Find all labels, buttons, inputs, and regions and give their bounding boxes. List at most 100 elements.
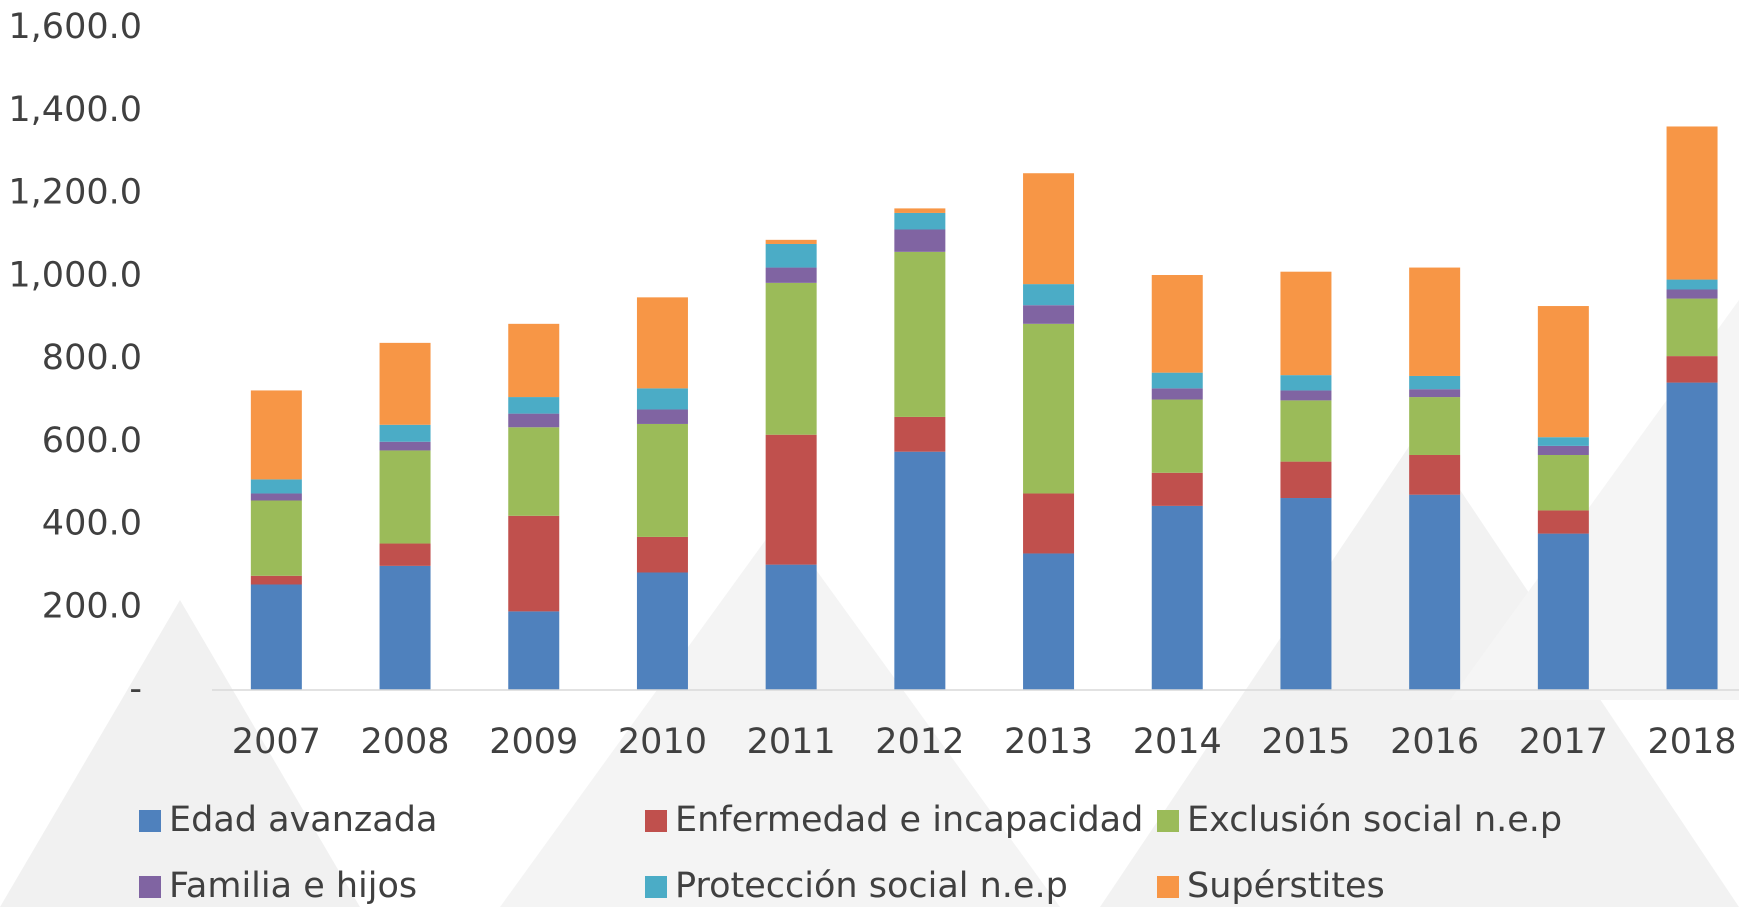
bar-segment [1409,494,1461,690]
bar-segment [636,536,688,573]
legend-label: Supérstites [1187,866,1385,906]
bar-segment [1666,126,1718,280]
legend-label: Exclusión social n.e.p [1187,800,1562,840]
legend-label: Enfermedad e incapacidad [675,800,1143,840]
bar-segment [765,564,817,690]
bar-segment [894,451,946,690]
bar-segment [765,434,817,565]
bar-segment [1537,510,1589,534]
bar-segment [1409,397,1461,455]
bar-segment [765,243,817,268]
bar-segment [1023,553,1075,690]
background-triangle [500,520,1060,907]
bar-segment [250,584,302,690]
y-tick-label: 200.0 [42,586,142,626]
bar-segment [250,479,302,494]
x-tick-label: 2007 [232,722,321,762]
bar-segment [1151,275,1203,373]
bar-segment [1151,505,1203,690]
bar-segment [379,441,431,451]
bar-segment [379,424,431,442]
bar-segment [1151,399,1203,473]
x-tick-label: 2018 [1648,722,1737,762]
bar-segment [765,239,817,244]
bar-segment [1537,454,1589,511]
bar-segment [1537,437,1589,446]
bar-segment [250,575,302,585]
bar-segment [636,409,688,424]
bar-segment [379,543,431,566]
y-tick-label: 1,600.0 [8,7,142,47]
bar-segment [508,427,560,516]
x-tick-label: 2016 [1390,722,1479,762]
bar-segment [379,565,431,690]
bar-segment [250,390,302,480]
bar-segment [1666,289,1718,299]
bar-segment [1537,533,1589,690]
y-tick-label: 1,200.0 [8,173,142,213]
background-triangle [0,600,360,907]
bar-segment [1666,356,1718,383]
bar-segment [636,423,688,537]
bar-segment [1666,382,1718,690]
legend-label: Edad avanzada [169,800,437,840]
bar-segment [636,388,688,410]
bar-segment [1666,279,1718,290]
bar-segment [1023,173,1075,285]
bar-segment [1280,271,1332,376]
bar-segment [894,208,946,213]
x-tick-label: 2008 [361,722,450,762]
x-tick-label: 2010 [618,722,707,762]
bar-segment [636,572,688,690]
bar-segment [508,515,560,612]
bar-segment [508,413,560,428]
y-tick-label: - [129,669,142,709]
y-tick-label: 600.0 [42,421,142,461]
legend-label: Protección social n.e.p [675,866,1068,906]
legend-swatch [1157,810,1179,832]
y-tick-label: 1,400.0 [8,90,142,130]
bar-segment [508,397,560,414]
bar-segment [894,416,946,452]
bar-segment [1023,284,1075,306]
bar-segment [250,500,302,576]
x-tick-label: 2012 [875,722,964,762]
x-tick-label: 2011 [747,722,836,762]
bar-segment [894,229,946,252]
bar-segment [1023,305,1075,324]
bar-segment [1151,388,1203,400]
legend-label: Familia e hijos [169,866,417,906]
bar-segment [1280,400,1332,462]
legend-swatch [645,810,667,832]
y-tick-label: 1,000.0 [8,255,142,295]
x-tick-label: 2015 [1261,722,1350,762]
x-tick-label: 2017 [1519,722,1608,762]
bar-segment [1409,267,1461,376]
bar-segment [1023,493,1075,554]
x-tick-label: 2014 [1133,722,1222,762]
bar-segment [379,342,431,425]
bar-segment [1280,498,1332,690]
bar-segment [1409,454,1461,495]
legend-swatch [139,876,161,898]
bar-segment [379,450,431,544]
bar-segment [1537,306,1589,438]
bar-segment [1280,461,1332,499]
bar-segment [1666,298,1718,357]
bar-segment [508,611,560,690]
bar-segment [765,282,817,435]
x-tick-label: 2009 [489,722,578,762]
bar-segment [1023,323,1075,494]
bar-segment [1537,445,1589,455]
bar-segment [250,493,302,501]
bar-segment [1151,472,1203,506]
legend-swatch [139,810,161,832]
bar-segment [508,323,560,398]
bar-segment [636,297,688,389]
y-tick-label: 800.0 [42,338,142,378]
bar-segment [894,251,946,417]
bar-segment [1409,389,1461,398]
bar-segment [1409,375,1461,390]
y-tick-label: 400.0 [42,504,142,544]
bar-segment [765,267,817,283]
